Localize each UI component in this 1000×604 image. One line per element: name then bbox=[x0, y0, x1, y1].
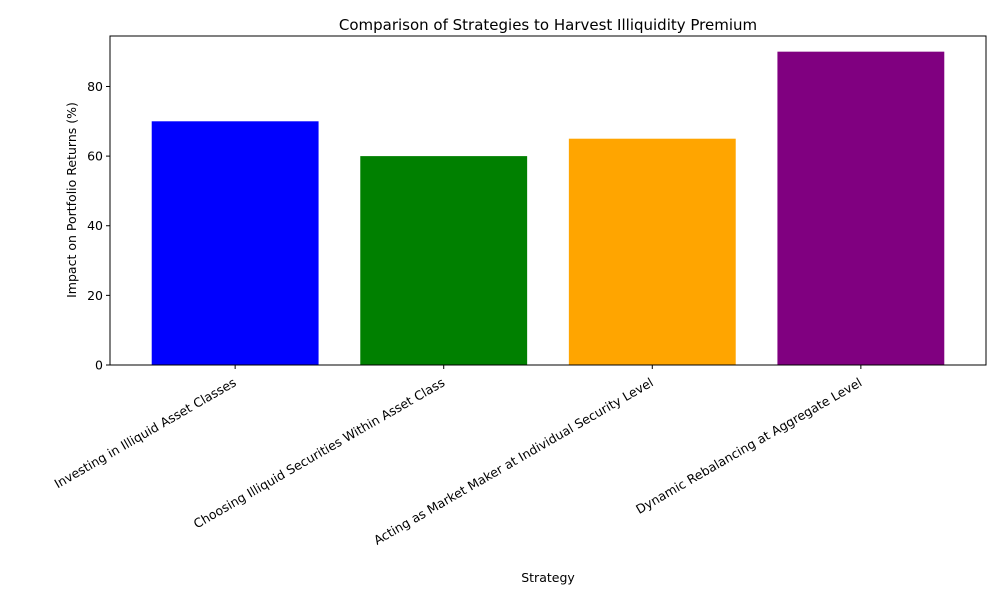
y-tick-label-20: 20 bbox=[87, 288, 103, 303]
x-tick-label-1: Investing in Illiquid Asset Classes bbox=[52, 375, 239, 492]
bar-1 bbox=[151, 121, 319, 365]
y-tick-label-0: 0 bbox=[95, 358, 103, 373]
x-tick-label-4: Dynamic Rebalancing at Aggregate Level bbox=[633, 375, 864, 517]
x-tick-label-2: Choosing Illiquid Securities Within Asse… bbox=[191, 375, 447, 532]
chart-title: Comparison of Strategies to Harvest Illi… bbox=[339, 16, 757, 34]
bars-group bbox=[151, 51, 945, 366]
bar-4 bbox=[777, 51, 945, 366]
y-tick-label-80: 80 bbox=[87, 79, 103, 94]
bar-2 bbox=[360, 156, 528, 365]
y-tick-label-40: 40 bbox=[87, 218, 103, 233]
x-axis-ticks: Investing in Illiquid Asset ClassesChoos… bbox=[52, 365, 864, 548]
x-axis-label: Strategy bbox=[521, 570, 575, 585]
y-axis-ticks: 0 20 40 60 80 bbox=[87, 79, 110, 373]
y-tick-label-60: 60 bbox=[87, 149, 103, 164]
bar-3 bbox=[568, 138, 736, 365]
y-axis-label: Impact on Portfolio Returns (%) bbox=[64, 102, 79, 298]
plot-frame bbox=[109, 35, 987, 366]
